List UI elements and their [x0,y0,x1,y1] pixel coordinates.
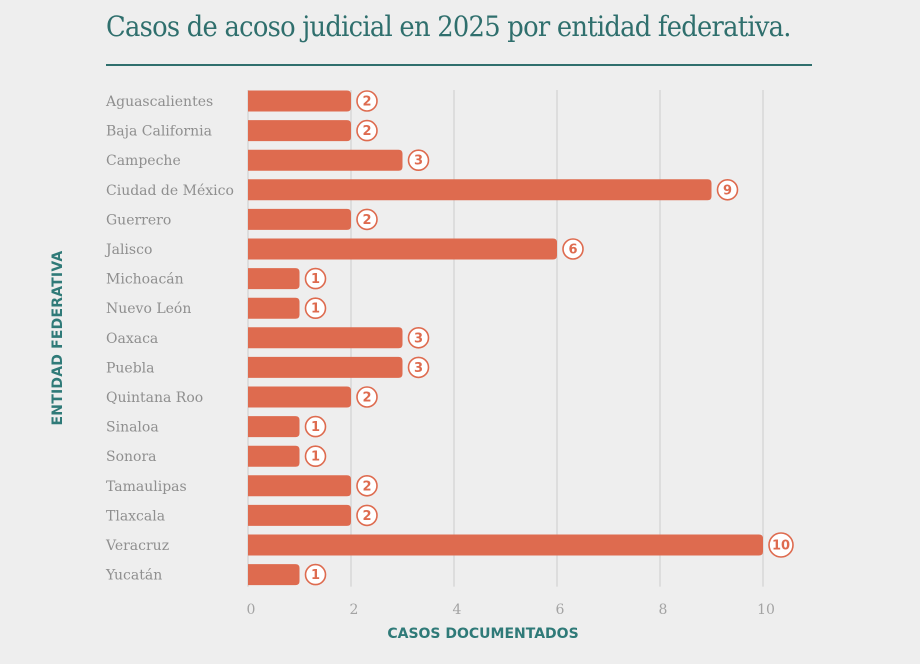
value-label: 6 [568,243,577,258]
category-label: Baja California [106,124,212,140]
x-tick-label: 10 [757,602,775,618]
x-tick-label: 4 [453,602,462,618]
value-label: 10 [772,539,790,554]
value-label-circle [407,356,430,379]
x-tick-label: 6 [556,602,565,618]
value-label-circle [407,326,430,349]
title-underline [106,64,812,66]
category-label: Jalisco [104,242,152,258]
value-label-circle [562,238,584,260]
value-label-circle [304,415,327,438]
category-label: Ciudad de México [106,183,234,199]
bar [248,179,712,201]
category-label: Michoacán [106,272,184,288]
value-label: 2 [362,479,371,494]
bar [248,327,403,349]
bar [248,504,351,526]
value-label: 9 [723,183,732,198]
bar [248,386,351,408]
category-label: Puebla [106,360,155,376]
bar [248,416,300,438]
value-label-circle [356,208,378,231]
bar [248,564,300,586]
value-label-circle [304,267,327,290]
category-label: Quintana Roo [106,390,203,406]
value-label-circle [304,445,327,468]
value-label-circle [304,563,327,586]
x-tick-label: 2 [350,602,359,618]
value-label: 2 [362,95,371,110]
value-label: 2 [362,509,371,524]
value-label-circle [356,119,378,142]
x-tick-label: 8 [659,602,668,618]
value-label-circle [407,149,430,171]
category-label: Sonora [106,449,157,465]
chart-title: Casos de acoso judicial en 2025 por enti… [106,10,791,43]
bar [248,208,351,230]
value-label: 3 [414,361,423,376]
category-label: Oaxaca [106,331,158,347]
value-label: 1 [311,420,320,435]
value-label-circle [356,90,378,112]
bar [248,475,351,497]
value-label: 2 [362,391,371,406]
bar [248,297,300,319]
bar [248,445,300,467]
bar [248,120,351,142]
bar [248,90,351,112]
category-label: Sinaloa [106,420,159,436]
bar [248,149,403,171]
category-label: Campeche [106,153,181,169]
value-label-circle [356,386,378,408]
category-label: Guerrero [106,212,171,228]
value-label: 3 [414,154,423,169]
value-label-circle [768,532,794,558]
x-tick-label: 0 [247,602,256,618]
value-label: 2 [362,124,371,139]
value-label-circle [304,297,327,320]
value-label: 1 [311,568,320,583]
x-axis-title: CASOS DOCUMENTADOS [387,626,579,642]
category-label: Aguascalientes [105,94,213,110]
value-label-circle [356,474,378,497]
bar [248,238,557,260]
value-label: 1 [311,450,320,465]
value-label: 2 [362,213,371,228]
bar [248,356,403,378]
bar [248,534,763,556]
value-label: 1 [311,302,320,317]
category-label: Veracruz [105,538,169,554]
value-label: 3 [414,331,423,346]
category-label: Yucatán [105,568,162,584]
value-label-circle [356,504,378,527]
bar [248,268,300,290]
category-label: Tlaxcala [106,508,165,524]
value-label-circle [716,179,739,201]
category-label: Tamaulipas [106,479,187,495]
category-label: Nuevo León [106,301,191,317]
value-label: 1 [311,272,320,287]
